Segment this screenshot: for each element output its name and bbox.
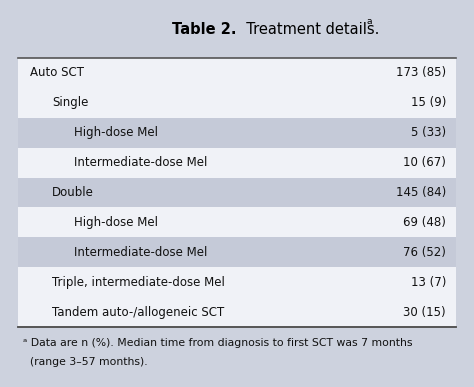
Text: (range 3–57 months).: (range 3–57 months). (23, 357, 147, 367)
Bar (18, 88, 456, 118)
Text: 5 (33): 5 (33) (411, 126, 446, 139)
Text: Triple, intermediate-dose Mel: Triple, intermediate-dose Mel (52, 276, 225, 289)
Text: 13 (7): 13 (7) (410, 276, 446, 289)
Bar (18, 267, 456, 297)
Text: High-dose Mel: High-dose Mel (74, 126, 158, 139)
Text: Single: Single (52, 96, 88, 110)
Text: 69 (48): 69 (48) (403, 216, 446, 229)
Bar (18, 118, 456, 148)
Text: 30 (15): 30 (15) (403, 306, 446, 319)
Text: Intermediate-dose Mel: Intermediate-dose Mel (74, 246, 207, 259)
Text: Double: Double (52, 186, 94, 199)
Bar (0, 327, 474, 387)
Text: 145 (84): 145 (84) (396, 186, 446, 199)
Bar (18, 178, 456, 207)
Text: Intermediate-dose Mel: Intermediate-dose Mel (74, 156, 207, 169)
Text: a: a (367, 17, 373, 26)
Text: High-dose Mel: High-dose Mel (74, 216, 158, 229)
Text: Auto SCT: Auto SCT (30, 67, 84, 79)
Bar (18, 297, 456, 327)
Text: 76 (52): 76 (52) (403, 246, 446, 259)
Text: Tandem auto-/allogeneic SCT: Tandem auto-/allogeneic SCT (52, 306, 224, 319)
Bar (18, 148, 456, 178)
Text: ᵃ Data are n (%). Median time from diagnosis to first SCT was 7 months: ᵃ Data are n (%). Median time from diagn… (23, 338, 412, 348)
Text: 15 (9): 15 (9) (410, 96, 446, 110)
Bar (18, 237, 456, 267)
Text: Treatment details.: Treatment details. (237, 22, 379, 36)
Text: 10 (67): 10 (67) (403, 156, 446, 169)
Text: Table 2.: Table 2. (173, 22, 237, 36)
Bar (0, 0, 474, 58)
Bar (18, 207, 456, 237)
Text: 173 (85): 173 (85) (396, 67, 446, 79)
Bar (18, 58, 456, 88)
